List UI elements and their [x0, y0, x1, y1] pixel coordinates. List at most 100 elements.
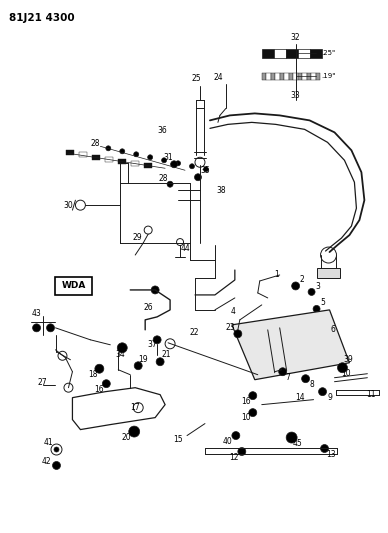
Text: 1: 1 [274, 270, 279, 279]
Bar [271, 72, 275, 80]
Text: 26: 26 [143, 303, 153, 312]
Bar [289, 72, 293, 80]
Text: 4: 4 [230, 308, 235, 317]
Text: 43: 43 [32, 309, 42, 318]
Text: 13: 13 [327, 450, 336, 459]
Circle shape [232, 432, 240, 440]
Circle shape [134, 152, 139, 157]
Text: 33: 33 [291, 91, 301, 100]
Bar [317, 268, 341, 278]
Circle shape [156, 358, 164, 366]
Text: 10: 10 [342, 369, 351, 378]
Bar [284, 72, 289, 80]
Text: 40: 40 [223, 437, 233, 446]
Bar [92, 155, 100, 159]
Bar [262, 49, 274, 58]
Circle shape [194, 174, 201, 181]
Text: .25": .25" [322, 50, 336, 55]
Bar [286, 49, 298, 58]
Circle shape [189, 164, 194, 169]
Text: 31: 31 [163, 153, 173, 162]
Text: 3: 3 [315, 282, 320, 292]
Text: 81J21 4300: 81J21 4300 [9, 13, 74, 23]
Text: 5: 5 [320, 298, 325, 308]
Text: 16: 16 [95, 385, 104, 394]
Bar [280, 72, 284, 80]
Circle shape [249, 392, 257, 400]
Text: 12: 12 [229, 453, 239, 462]
Text: 14: 14 [295, 393, 305, 402]
Text: 42: 42 [42, 457, 51, 466]
Circle shape [292, 282, 300, 290]
Text: 16: 16 [241, 397, 251, 406]
Circle shape [134, 362, 142, 370]
Circle shape [47, 324, 54, 332]
Bar [144, 163, 152, 168]
Bar [307, 72, 311, 80]
Bar [118, 159, 126, 164]
Circle shape [153, 336, 161, 344]
Circle shape [120, 149, 125, 154]
Circle shape [175, 161, 180, 166]
Circle shape [54, 447, 59, 452]
Circle shape [322, 332, 329, 340]
Circle shape [117, 343, 127, 353]
Text: .19": .19" [322, 74, 336, 79]
Bar [131, 161, 139, 166]
Text: 44: 44 [180, 244, 190, 253]
Bar [311, 72, 315, 80]
Text: 29: 29 [132, 232, 142, 241]
Circle shape [102, 379, 110, 387]
Text: 28: 28 [91, 139, 100, 148]
Circle shape [129, 426, 140, 437]
Circle shape [320, 445, 329, 453]
Text: 22: 22 [189, 328, 199, 337]
Text: 27: 27 [38, 378, 47, 387]
Text: 23: 23 [225, 324, 235, 333]
Bar [298, 49, 310, 58]
Circle shape [151, 286, 159, 294]
Text: 19: 19 [139, 356, 148, 364]
Text: 10: 10 [241, 413, 251, 422]
Text: 11: 11 [367, 390, 376, 399]
Polygon shape [73, 387, 165, 430]
Text: 25: 25 [191, 74, 201, 83]
Circle shape [148, 155, 152, 160]
Bar [80, 152, 87, 157]
Bar [310, 49, 322, 58]
Text: 17: 17 [130, 403, 140, 412]
Bar [293, 72, 298, 80]
Text: 35: 35 [200, 166, 210, 175]
FancyBboxPatch shape [54, 277, 92, 295]
Circle shape [33, 324, 41, 332]
Bar [66, 150, 74, 155]
Text: 21: 21 [161, 350, 171, 359]
Polygon shape [232, 310, 350, 379]
Text: 6: 6 [330, 325, 335, 334]
Circle shape [234, 330, 242, 338]
Bar [298, 72, 302, 80]
Circle shape [52, 462, 61, 470]
Circle shape [238, 448, 246, 456]
Circle shape [279, 368, 287, 376]
Circle shape [167, 181, 173, 187]
Circle shape [249, 409, 257, 417]
Text: 8: 8 [309, 380, 314, 389]
Text: 36: 36 [157, 126, 167, 135]
Bar [275, 72, 280, 80]
Text: 24: 24 [213, 73, 223, 82]
Text: 41: 41 [44, 438, 53, 447]
Text: 15: 15 [173, 435, 183, 444]
Circle shape [301, 375, 310, 383]
Bar [105, 157, 113, 161]
Text: 45: 45 [293, 439, 303, 448]
Text: 20: 20 [121, 433, 131, 442]
Circle shape [338, 363, 347, 373]
Circle shape [313, 305, 320, 312]
Bar [274, 49, 286, 58]
Circle shape [162, 158, 166, 163]
Text: 39: 39 [343, 356, 353, 364]
Circle shape [286, 432, 297, 443]
Bar [262, 72, 266, 80]
Circle shape [203, 167, 208, 172]
